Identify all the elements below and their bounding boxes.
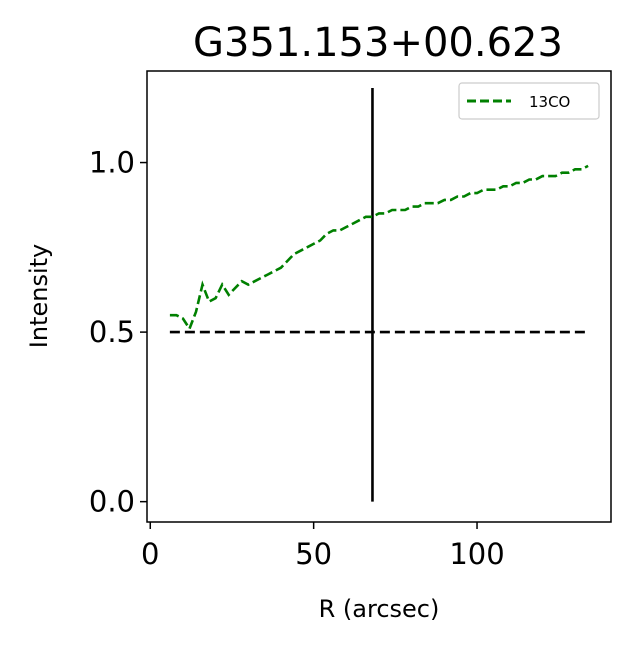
y-tick-label-0.0: 0.0 (89, 485, 135, 519)
y-axis-label: Intensity (25, 244, 53, 348)
series-lines (169, 164, 589, 332)
x-axis-ticks: 0 50 100 (141, 522, 505, 571)
series-line-13co (169, 164, 589, 332)
x-tick-label-0: 0 (141, 537, 159, 571)
y-tick-label-1.0: 1.0 (89, 146, 135, 180)
x-tick-label-50: 50 (295, 537, 332, 571)
y-tick-label-0.5: 0.5 (89, 315, 135, 349)
chart-title: G351.153+00.623 (193, 20, 563, 66)
plot-area-frame (146, 70, 612, 523)
legend-label-13co: 13CO (529, 93, 570, 111)
x-axis-label: R (arcsec) (319, 595, 440, 623)
legend-box (458, 82, 600, 120)
y-axis-ticks: 0.0 0.5 1.0 (89, 146, 147, 519)
reference-lines (169, 87, 589, 502)
x-tick-label-100: 100 (449, 537, 504, 571)
legend: 13CO (458, 82, 600, 120)
